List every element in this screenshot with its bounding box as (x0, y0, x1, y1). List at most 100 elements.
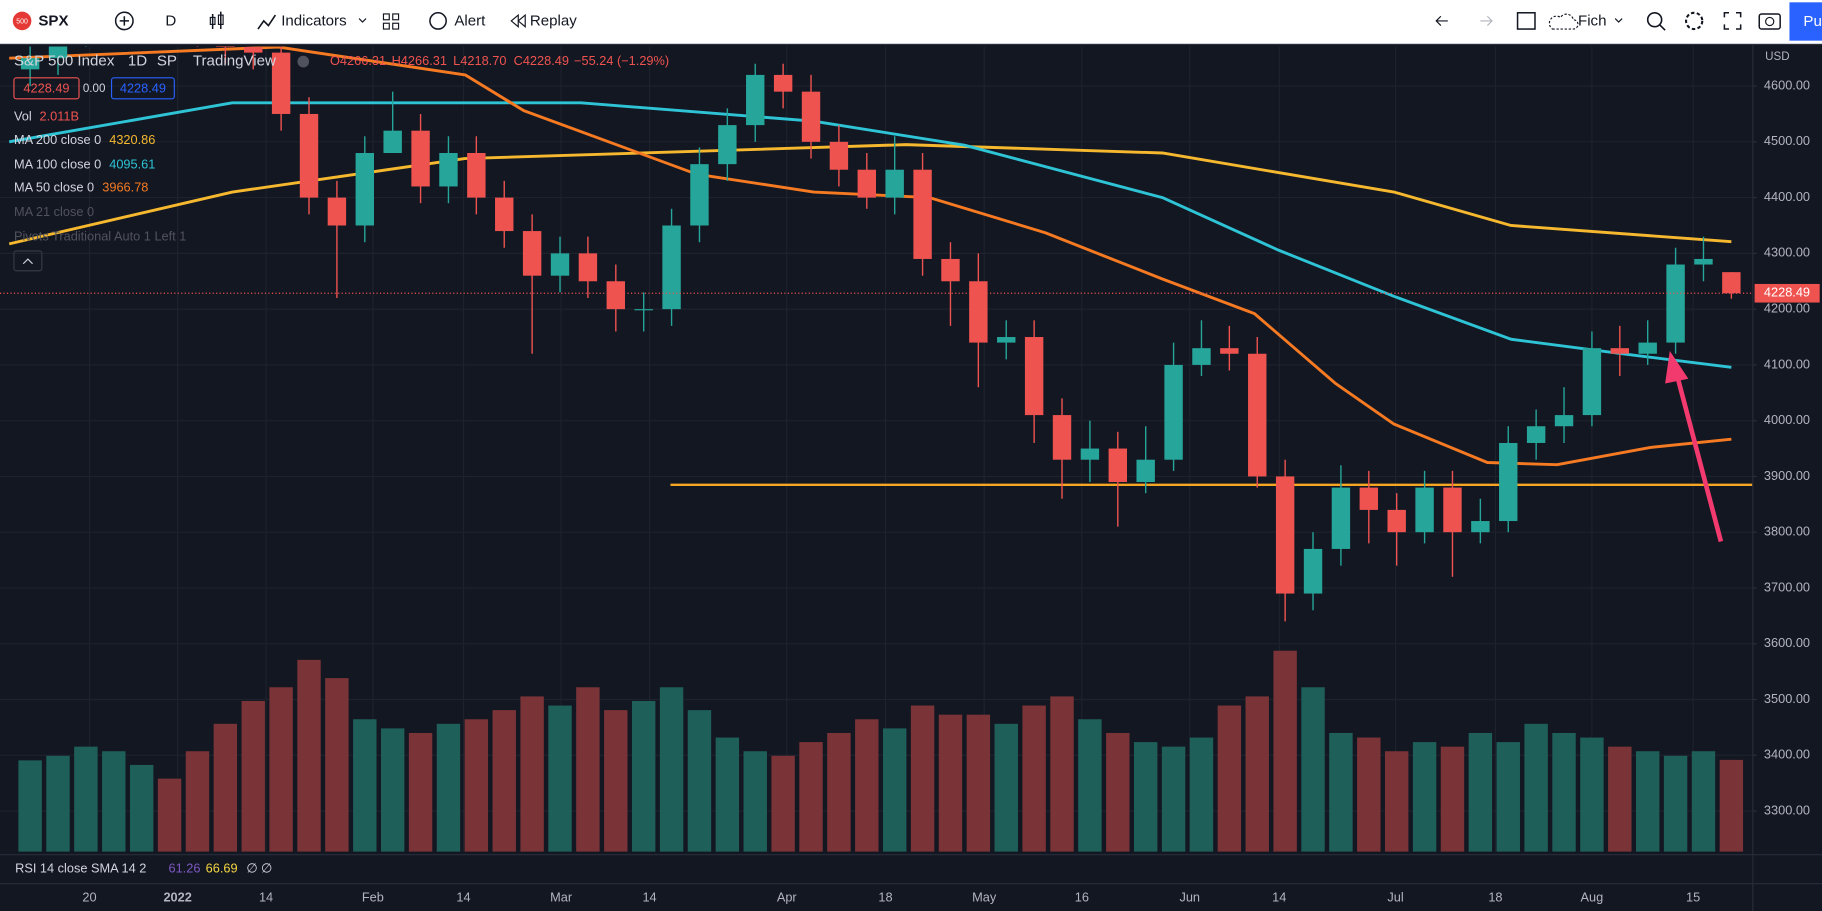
x-tick-label: 14 (456, 890, 470, 905)
volume-bar (1273, 650, 1297, 852)
volume-bar (1217, 705, 1242, 852)
candle-body (1526, 426, 1546, 443)
volume-bar (129, 764, 154, 852)
candle-body (1666, 264, 1685, 343)
redo[interactable] (1480, 15, 1493, 26)
y-tick-label: 4500.00 (1764, 133, 1810, 148)
candle-body (913, 169, 932, 259)
legend-close: C4228.49 (514, 53, 569, 68)
screenshot[interactable] (1758, 13, 1781, 30)
candle-body (550, 253, 570, 276)
legend-exchange: SP (157, 53, 177, 70)
volume-bar (1412, 742, 1437, 852)
volume-bar (1384, 751, 1409, 852)
replay-button[interactable]: Replay (510, 12, 577, 29)
x-tick-label: May (972, 890, 997, 905)
legend-collapse[interactable] (13, 250, 43, 272)
rsi-extra: ∅ ∅ (246, 861, 272, 876)
ma100-label: MA 100 close 0 (14, 156, 101, 171)
volume-bar (1635, 751, 1660, 852)
candle-body (773, 74, 793, 92)
symbol-badge (12, 11, 32, 31)
candle-body (969, 281, 988, 343)
add-symbol[interactable] (114, 11, 134, 31)
x-tick-label: 14 (1272, 890, 1286, 905)
volume-bar (1719, 759, 1744, 852)
x-tick-label: 2022 (163, 890, 191, 905)
interval-button[interactable]: D (165, 12, 176, 29)
symbol-button[interactable]: 500 SPX (12, 11, 69, 31)
volume-bar (576, 687, 600, 852)
layout-save[interactable]: Fich (1548, 12, 1623, 30)
candle-body (1192, 348, 1211, 365)
bid: 4228.49 (23, 80, 69, 95)
volume-bar (269, 687, 293, 852)
volume-bar (1106, 732, 1130, 852)
x-tick-label: Jun (1179, 890, 1200, 905)
ma100-value: 4095.61 (109, 156, 155, 171)
candle-body (801, 91, 821, 142)
candle-body (20, 58, 40, 70)
volume-bar (1496, 742, 1520, 852)
candle-body (383, 130, 402, 153)
volume-bar (855, 719, 879, 852)
y-tick-label: 3800.00 (1764, 524, 1810, 539)
candle-body (941, 258, 960, 282)
legend: S&P 500 Index 1D SP TradingView O4266.31… (13, 53, 669, 876)
volume-bar (1078, 719, 1102, 852)
volume-bar (827, 732, 851, 852)
legend-name: S&P 500 Index (14, 53, 115, 70)
rsi-sma-value: 66.69 (206, 861, 238, 876)
candle-body (1554, 415, 1574, 427)
candle-body (1638, 342, 1657, 354)
annotation-arrow (1665, 350, 1724, 543)
volume-bar (74, 746, 98, 852)
candle-body (885, 169, 904, 198)
rsi-value: 61.26 (168, 861, 200, 876)
candle-body (1694, 258, 1713, 265)
candle-body (718, 125, 737, 165)
candle-body (1443, 487, 1462, 533)
ask-box[interactable] (110, 77, 175, 100)
candle-body (271, 52, 291, 114)
templates[interactable] (382, 13, 400, 30)
volume-bar (46, 755, 70, 852)
volume-bar (659, 687, 684, 852)
volume-bar (1189, 737, 1214, 852)
candle-body (216, 46, 235, 48)
undo[interactable] (1435, 15, 1448, 26)
volume-bar (241, 700, 265, 852)
candle-body (746, 74, 765, 126)
publish-button[interactable]: Pu (1789, 2, 1822, 41)
layout-toggle[interactable] (1516, 12, 1536, 30)
settings[interactable] (1685, 11, 1704, 31)
symbol-badge-text: 500 (16, 18, 28, 25)
y-tick-label: 4100.00 (1764, 356, 1810, 371)
layout-label: Fich (1578, 12, 1607, 29)
candle-body (1471, 521, 1490, 533)
volume-bar (910, 705, 935, 852)
volume-bar (353, 719, 377, 852)
candle-body (634, 309, 653, 311)
chart-type[interactable] (209, 11, 224, 30)
candle-body (1108, 448, 1128, 483)
x-tick-label: Aug (1581, 890, 1604, 905)
candle-body (690, 164, 709, 226)
volume-bar (1022, 705, 1046, 852)
candle-body (1303, 548, 1323, 594)
volume-bar (743, 751, 767, 852)
alert-button[interactable]: Alert (429, 12, 486, 30)
pivots-label: Pivots Traditional Auto 1 Left 1 (14, 228, 186, 243)
fullscreen[interactable] (1723, 12, 1742, 30)
search[interactable] (1646, 11, 1666, 31)
spread: 0.00 (83, 82, 106, 95)
volume-bar (1608, 746, 1632, 852)
bid-box[interactable] (13, 77, 80, 100)
candle-body (439, 152, 458, 187)
indicators-button[interactable]: Indicators (257, 12, 367, 30)
volume-bar (1357, 737, 1381, 852)
legend-status (297, 55, 310, 68)
legend-source: TradingView (193, 53, 276, 70)
volume-bar (408, 732, 433, 852)
x-tick-label: Apr (777, 890, 798, 905)
